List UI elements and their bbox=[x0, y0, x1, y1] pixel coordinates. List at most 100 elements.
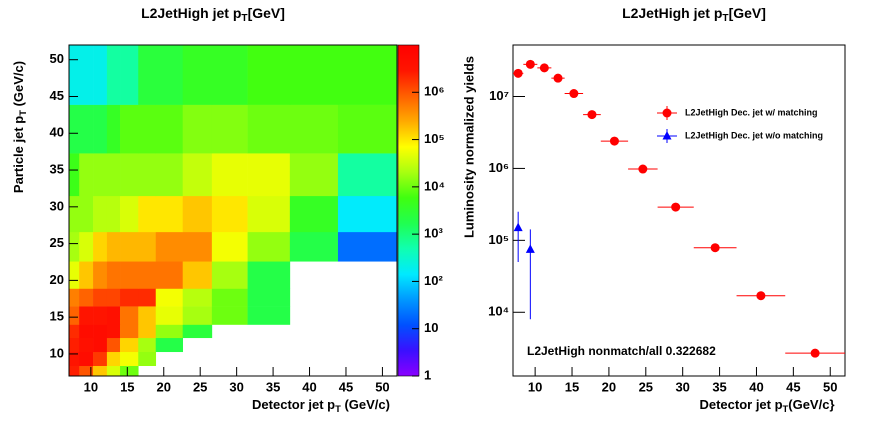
legend-label: L2JetHigh Dec. jet w/o matching bbox=[685, 130, 823, 140]
marker bbox=[525, 59, 535, 69]
x-tick-label: 10 bbox=[528, 379, 542, 394]
heatmap-cell bbox=[155, 324, 184, 339]
heatmap-cell bbox=[211, 231, 248, 262]
heatmap-cell bbox=[79, 351, 94, 367]
heatmap-cell bbox=[106, 306, 121, 325]
heatmap-cell bbox=[106, 231, 121, 262]
heatmap-cell bbox=[79, 306, 94, 325]
heatmap-cell bbox=[247, 153, 291, 197]
heatmap-cell bbox=[120, 45, 139, 105]
x-tick-label: 30 bbox=[675, 379, 689, 394]
heatmap-cell bbox=[211, 261, 248, 289]
heatmap-cell bbox=[93, 195, 108, 233]
heatmap-cell bbox=[155, 153, 184, 197]
z-tick-label: 10² bbox=[424, 273, 443, 288]
x-tick-label: 20 bbox=[602, 379, 616, 394]
chart-title-sub: T bbox=[722, 13, 729, 24]
heatmap-cell bbox=[69, 288, 80, 307]
heatmap-cell bbox=[106, 351, 121, 367]
marker bbox=[609, 136, 619, 146]
heatmap-cell bbox=[247, 288, 291, 307]
heatmap-cell bbox=[182, 288, 213, 307]
heatmap-cell bbox=[247, 195, 291, 233]
marker bbox=[539, 63, 549, 73]
y-tick-label: 40 bbox=[50, 125, 64, 140]
heatmap-cell bbox=[155, 195, 184, 233]
y-tick-label: 50 bbox=[50, 51, 64, 66]
heatmap-cell bbox=[120, 288, 139, 307]
heatmap-cell bbox=[182, 104, 213, 154]
heatmap-cell bbox=[120, 104, 139, 154]
z-tick-label: 10 bbox=[424, 320, 438, 335]
x-tick-label: 50 bbox=[823, 379, 837, 394]
x-axis-title: Detector jet pT (GeV/c) bbox=[252, 397, 390, 414]
y-tick-label: 35 bbox=[50, 161, 64, 176]
heatmap-cell bbox=[106, 324, 121, 339]
frame bbox=[512, 44, 846, 377]
x-tick-label: 40 bbox=[302, 379, 316, 394]
heatmap-cell bbox=[93, 337, 108, 353]
heatmap-cell bbox=[79, 153, 94, 197]
y-tick-label: 30 bbox=[50, 198, 64, 213]
y-tick-label: 25 bbox=[50, 235, 64, 250]
heatmap-cell bbox=[337, 45, 398, 105]
heatmap-cell bbox=[337, 231, 398, 262]
heatmap-cell bbox=[69, 351, 80, 367]
marker bbox=[710, 243, 720, 253]
heatmap-cell bbox=[93, 351, 108, 367]
x-tick-label: 10 bbox=[84, 379, 98, 394]
x-axis-title-sub: T bbox=[783, 404, 789, 414]
heatmap-cell bbox=[138, 195, 157, 233]
heatmap-cell bbox=[138, 351, 157, 367]
heatmap-cell bbox=[120, 195, 139, 233]
x-axis-title-rest: (GeV/c) bbox=[341, 397, 390, 412]
x-tick-label: 15 bbox=[565, 379, 579, 394]
marker bbox=[513, 222, 523, 232]
marker bbox=[513, 68, 523, 78]
heatmap-cell bbox=[182, 261, 213, 289]
x-tick-label: 30 bbox=[229, 379, 243, 394]
color-bar bbox=[397, 44, 420, 377]
heatmap-cell bbox=[182, 231, 213, 262]
heatmap-cell bbox=[106, 104, 121, 154]
heatmap-cell bbox=[247, 45, 291, 105]
heatmap-cell bbox=[120, 351, 139, 367]
y-tick-label: 20 bbox=[50, 272, 64, 287]
heatmap-cell bbox=[155, 45, 184, 105]
heatmap-cell bbox=[79, 337, 94, 353]
heatmap-cell bbox=[69, 195, 80, 233]
heatmap-cell bbox=[93, 261, 108, 289]
heatmap-cell bbox=[182, 306, 213, 325]
heatmap-cell bbox=[106, 288, 121, 307]
legend-label: L2JetHigh Dec. jet w/ matching bbox=[685, 107, 818, 117]
heatmap-cell bbox=[138, 288, 157, 307]
heatmap-cell bbox=[79, 261, 94, 289]
heatmap-cell bbox=[93, 306, 108, 325]
x-tick-label: 25 bbox=[639, 379, 653, 394]
heatmap-cell bbox=[211, 104, 248, 154]
heatmap-cell bbox=[120, 324, 139, 339]
heatmap-cell bbox=[120, 365, 139, 377]
heatmap-cell bbox=[155, 337, 184, 353]
heatmap-cell bbox=[138, 153, 157, 197]
heatmap-cell bbox=[93, 45, 108, 105]
y-axis-title: Luminosity normalized yields bbox=[461, 56, 476, 238]
x-axis-title-rest: (GeV/c} bbox=[788, 397, 834, 412]
marker bbox=[810, 348, 820, 358]
x-axis-title-main: Detector jet p bbox=[252, 397, 335, 412]
z-tick-label: 10⁶ bbox=[424, 84, 444, 99]
heatmap-cell bbox=[182, 153, 213, 197]
heatmap-cell bbox=[79, 288, 94, 307]
heatmap-cell bbox=[106, 337, 121, 353]
heatmap-cell bbox=[247, 306, 291, 325]
heatmap-cell bbox=[247, 104, 291, 154]
heatmap-cell bbox=[93, 365, 108, 377]
heatmap-cell bbox=[289, 153, 339, 197]
heatmap-cell bbox=[106, 365, 121, 377]
chart-title: L2JetHigh jet pT[GeV] bbox=[141, 5, 285, 24]
heatmap-cell bbox=[337, 195, 398, 233]
marker bbox=[525, 244, 535, 253]
heatmap-cell bbox=[69, 337, 80, 353]
annotation: L2JetHigh nonmatch/all 0.322682 bbox=[527, 344, 716, 358]
legend-marker bbox=[662, 108, 672, 118]
